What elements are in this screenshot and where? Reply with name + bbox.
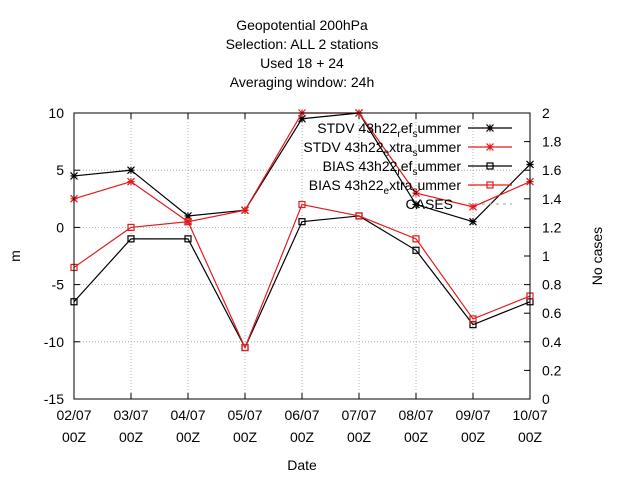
legend-marker: [486, 162, 494, 170]
data-point: [412, 235, 420, 243]
y2-tick-label: 0: [542, 391, 550, 407]
y2-tick-label: 1.8: [542, 134, 562, 150]
y2-tick-label: 1.6: [542, 162, 562, 178]
y2-tick-label: 0.6: [542, 305, 562, 321]
y-axis-label: m: [7, 250, 23, 262]
legend-label: BIAS 43h22extrasummer: [309, 177, 462, 197]
legend-marker: [486, 181, 494, 189]
x-axis-ticks: 02/07 00Z 03/07 00Z 04/07 00Z 05/07 00Z 06/07 00Z…: [56, 113, 548, 445]
y-tick-label: -15: [44, 391, 64, 407]
data-point: [469, 202, 477, 211]
y2-tick-label: 0.4: [542, 334, 562, 350]
data-point: [127, 235, 135, 243]
data-point: [412, 189, 420, 198]
data-point: [127, 177, 135, 186]
y2-tick-label: 1.4: [542, 191, 562, 207]
legend-label: STDV 43h22extrasummer: [303, 139, 461, 159]
legend-entry: BIAS 43h22refsummer: [323, 158, 512, 178]
title-line: Selection: ALL 2 stations: [226, 36, 379, 52]
y2-tick-label: 1: [542, 248, 550, 264]
y-tick-label: 5: [56, 162, 64, 178]
x-axis-label: Date: [287, 457, 317, 473]
legend-entry: BIAS 43h22extrasummer: [309, 177, 512, 197]
grid: [74, 113, 530, 399]
x-tick-label: 02/07 00Z: [56, 407, 91, 445]
series-3: [70, 200, 534, 352]
data-point: [241, 343, 249, 352]
legend-entry: STDV 43h22extrasummer: [303, 139, 512, 159]
x-tick-label: 10/07 00Z: [512, 407, 547, 445]
legend-entry: STDV 43h22refsummer: [317, 120, 512, 140]
data-point: [355, 212, 363, 220]
x-tick-label: 06/07 00Z: [284, 407, 319, 445]
y-tick-label: -5: [52, 277, 65, 293]
x-tick-label: 07/07 00Z: [341, 407, 376, 445]
data-point: [469, 217, 477, 226]
title-line: Averaging window: 24h: [230, 74, 375, 90]
data-point: [469, 315, 477, 323]
data-point: [184, 212, 192, 220]
legend-label: STDV 43h22refsummer: [317, 120, 461, 140]
y-tick-label: 10: [48, 105, 64, 121]
data-point: [412, 246, 420, 254]
legend-entry-cases: CASES: [406, 196, 512, 212]
data-point: [127, 223, 135, 231]
legend-label: BIAS 43h22refsummer: [323, 158, 462, 178]
y-tick-label: -10: [44, 334, 64, 350]
data-point: [184, 235, 192, 243]
data-point: [298, 218, 306, 226]
x-tick-label: 04/07 00Z: [170, 407, 205, 445]
x-tick-label: 09/07 00Z: [455, 407, 490, 445]
x-tick-label: 03/07 00Z: [113, 407, 148, 445]
legend-marker: [486, 143, 494, 151]
x-tick-label: 05/07 00Z: [227, 407, 262, 445]
data-point: [241, 206, 249, 215]
chart-title: Geopotential 200hPa Selection: ALL 2 stat…: [226, 17, 379, 90]
data-point: [412, 200, 420, 209]
y2-tick-label: 0.2: [542, 362, 562, 378]
data-point: [127, 166, 135, 175]
legend-marker: [486, 124, 494, 132]
data-point: [298, 200, 306, 209]
title-line: Used 18 + 24: [260, 55, 344, 71]
series-line: [73, 203, 531, 350]
series-line: [73, 215, 531, 349]
y-tick-label: 0: [56, 219, 64, 235]
y2-tick-label: 0.8: [542, 277, 562, 293]
data-point: [184, 218, 192, 226]
y2-tick-label: 1.2: [542, 219, 562, 235]
y2-tick-label: 2: [542, 105, 550, 121]
y2-axis-ticks: 0 0.2 0.4 0.6 0.8 1 1.2 1.4 1.6 1.8 2: [524, 105, 562, 407]
title-line: Geopotential 200hPa: [236, 17, 368, 33]
plot-frame: [73, 112, 531, 400]
data-point: [298, 114, 306, 123]
legend-label: CASES: [406, 196, 453, 212]
x-tick-label: 08/07 00Z: [398, 407, 433, 445]
y2-axis-label: No cases: [589, 227, 605, 285]
y-axis-ticks: -15 -10 -5 0 5 10: [44, 105, 80, 407]
